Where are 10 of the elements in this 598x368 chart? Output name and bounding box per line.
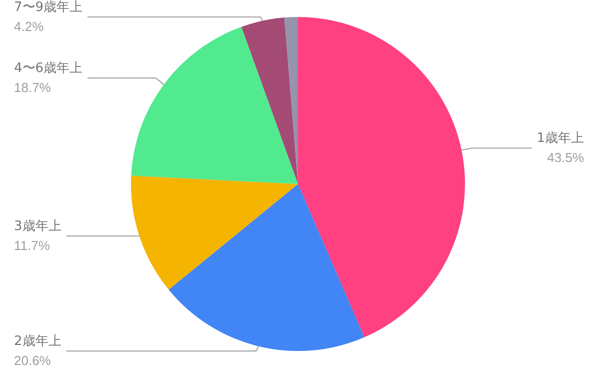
data-label: 4.2% bbox=[14, 19, 44, 34]
data-label: 43.5% bbox=[547, 150, 584, 166]
slice-label: 1歳年上 bbox=[536, 131, 584, 146]
data-label: 18.7% bbox=[14, 80, 52, 96]
data-label: 11.7% bbox=[14, 238, 50, 253]
slice-label: 2歳年上 bbox=[14, 334, 62, 349]
data-label: 20.6% bbox=[14, 353, 52, 368]
slice-label: 3歳年上 bbox=[14, 218, 62, 234]
slice-label: 7〜9歳年上 bbox=[14, 0, 83, 15]
slice-label: 4〜6歳年上 bbox=[14, 61, 83, 76]
